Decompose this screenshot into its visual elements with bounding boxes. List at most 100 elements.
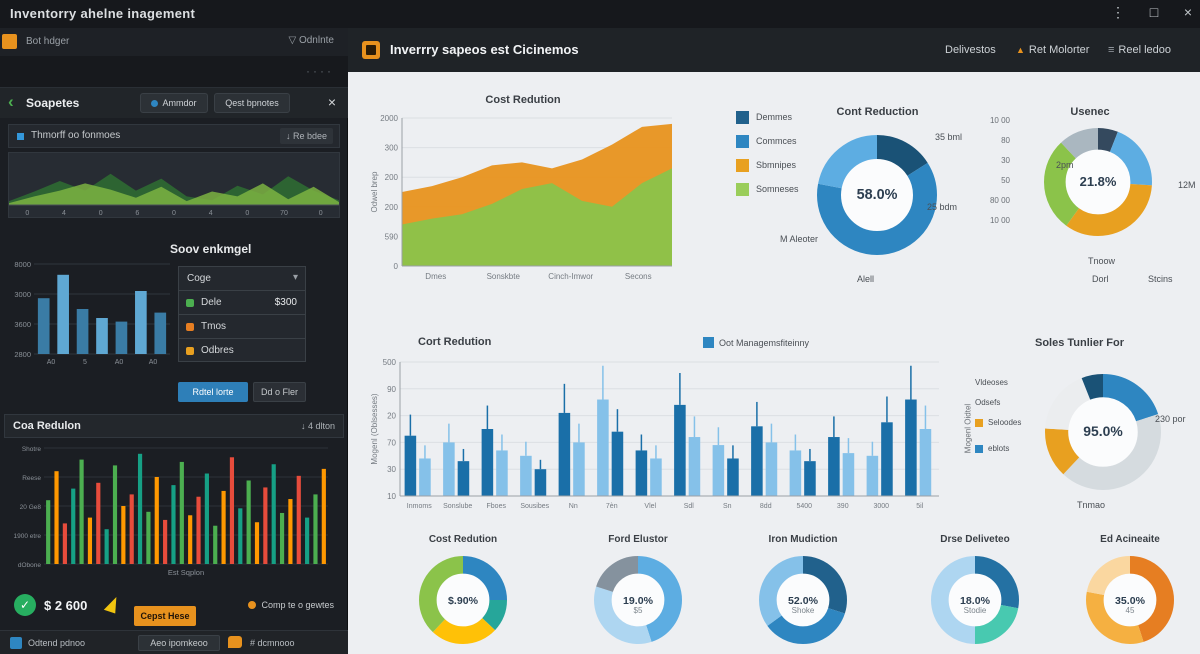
svg-text:Mogenl (Oblsesses): Mogenl (Oblsesses): [370, 393, 379, 464]
online-status[interactable]: ▽ Odnlnte: [288, 35, 334, 46]
nav-ret-molorter[interactable]: ▲ Ret Molorter: [1016, 44, 1089, 56]
download-icon: ↓: [285, 131, 291, 141]
svg-text:Sonskbte: Sonskbte: [487, 272, 521, 281]
cont-reduction-donut-card: Cont Reduction 58.0% 35 bml 25 bdm M Ale…: [775, 100, 980, 312]
primary-action-button[interactable]: Rdtel lorte: [178, 382, 248, 402]
item-icon: [975, 445, 983, 453]
svg-text:Odwel brep: Odwel brep: [370, 171, 379, 212]
donut-title: Iron Mudiction: [768, 534, 838, 545]
nav-reel-ledoo[interactable]: ≡ Reel ledoo: [1108, 44, 1171, 56]
sidebar-strip: ····: [0, 56, 348, 88]
bottom-donut: 19.0% $5: [592, 554, 684, 646]
window-maximize-icon[interactable]: □: [1149, 4, 1159, 20]
footer-right[interactable]: Comp te o gewtes: [248, 600, 334, 610]
filter-row[interactable]: Thmorff oo fonmoes ↓ Re bdee: [8, 124, 340, 148]
bottombar-button[interactable]: Aeo ipomkeoo: [138, 635, 220, 651]
cost-section-header: Coa Redulon ↓ 4 dlton: [4, 414, 344, 438]
svg-text:5: 5: [83, 359, 87, 366]
warning-icon: ▲: [1016, 45, 1025, 55]
bottombar-label: Odtend pdnoo: [28, 638, 86, 648]
mountain-chart: 0 4 0 6 0 4 0 70 0: [8, 152, 340, 218]
svg-text:Secons: Secons: [625, 272, 652, 281]
svg-text:0: 0: [319, 210, 323, 217]
tick: 10 00: [989, 116, 1010, 125]
usenec-donut-card: Usenec 10 00 80 30 50 80 00 10 00 21.8% …: [980, 98, 1198, 306]
window-titlebar: Inventorry ahelne inagement ⋮ □ ×: [0, 0, 1200, 28]
svg-text:390: 390: [837, 503, 849, 510]
item-label: Dele: [201, 297, 222, 308]
svg-text:Shotre: Shotre: [22, 446, 42, 453]
svg-text:Inmoms: Inmoms: [407, 503, 432, 510]
panel-close-icon[interactable]: ×: [327, 94, 336, 110]
blue-square-icon: [10, 637, 22, 649]
section-title: Soov enkmgel: [170, 242, 252, 256]
window-close-icon[interactable]: ×: [1183, 4, 1193, 20]
svg-text:18.0%: 18.0%: [960, 595, 991, 607]
tick: 80 00: [989, 196, 1010, 205]
cost-section-action[interactable]: ↓ 4 dlton: [301, 421, 335, 431]
drag-dots-icon[interactable]: ····: [306, 64, 334, 78]
svg-text:7èn: 7èn: [606, 503, 618, 510]
item-label: Tmos: [201, 321, 226, 332]
panel-title: Soapetes: [26, 96, 80, 110]
tick: 50: [1001, 176, 1010, 185]
area-chart-title: Cost Redution: [485, 94, 561, 106]
cost-reduction-area-chart: 2000 300 200 200 590 0 Dmes Sonskbte Cinch-Imwor…: [368, 112, 678, 284]
qest-button[interactable]: Qest bpnotes: [214, 93, 290, 113]
svg-text:A0: A0: [149, 359, 158, 366]
filter-action-label: Re bdee: [292, 131, 327, 141]
mini-bar-chart: 8000 3000 3600 2800 A0 5 A0 A0: [4, 260, 172, 366]
svg-text:30: 30: [387, 465, 396, 474]
back-icon[interactable]: ‹: [8, 92, 14, 111]
svg-text:20 Ge8: 20 Ge8: [20, 504, 42, 511]
panel-header: ‹ Soapetes Ammdor Qest bpnotes ×: [0, 88, 348, 118]
svg-text:95.0%: 95.0%: [1083, 423, 1122, 439]
donut-label: Alell: [857, 274, 875, 284]
bottom-donut-card: Iron Mudiction 52.0% Shoke: [728, 532, 878, 654]
tick: 10 00: [989, 216, 1010, 225]
svg-text:Vlel: Vlel: [644, 503, 656, 510]
donut-label: Tnmao: [1077, 500, 1106, 510]
sales-donut-items: Vldeoses Odsefs Seloodes eblots: [975, 376, 1045, 462]
cta-button[interactable]: Cepst Hese: [134, 606, 196, 626]
svg-text:45: 45: [1126, 606, 1135, 615]
svg-text:3000: 3000: [14, 290, 31, 299]
sales-donut-card: Soles Tunlier For Mogenl Oidtel Vldeoses…: [955, 332, 1200, 524]
legend-label: Sbmnipes: [756, 160, 797, 170]
menu-item-odbres[interactable]: Odbres: [179, 339, 305, 363]
item-label: eblots: [988, 444, 1010, 453]
chevron-down-icon: ▾: [292, 272, 298, 283]
window-menu-icon[interactable]: ⋮: [1111, 4, 1125, 20]
donut-label: 25 bdm: [927, 202, 958, 212]
menu-dropdown[interactable]: Coge ▾: [179, 267, 305, 291]
list-item: Seloodes: [975, 416, 1045, 436]
menu-item-dele[interactable]: Dele $300: [179, 291, 305, 315]
ammdor-button[interactable]: Ammdor: [140, 93, 208, 113]
svg-text:300: 300: [385, 144, 399, 153]
svg-text:70: 70: [387, 438, 396, 447]
svg-text:Sousibes: Sousibes: [520, 503, 549, 510]
item-label: Odsefs: [975, 398, 1001, 407]
svg-text:$.90%: $.90%: [448, 595, 479, 607]
user-label: Bot hdger: [26, 36, 70, 47]
cost-section-action-label: 4 dlton: [307, 421, 335, 431]
svg-text:90: 90: [387, 385, 396, 394]
cort-redution-bar-card: Cort Redution Oot Managemsfiteinny 500 90…: [368, 336, 943, 521]
menu-item-tmos[interactable]: Tmos: [179, 315, 305, 339]
dashboard-title: Inverrry sapeos est Cicinemos: [390, 42, 579, 57]
tick: 30: [1001, 156, 1010, 165]
orange-dot-icon: [248, 601, 257, 609]
sidebar-userbar: Bot hdger ▽ Odnlnte: [0, 28, 348, 56]
filter-action-button[interactable]: ↓ Re bdee: [279, 128, 333, 144]
nav-delivestos[interactable]: Delivestos: [945, 44, 996, 56]
amount-value: $ 2 600: [44, 598, 88, 613]
legend-item: Somneses: [736, 180, 836, 204]
chat-icon[interactable]: [228, 636, 242, 648]
sidebar-footer: ✓ $ 2 600 Comp te o gewtes: [0, 584, 348, 628]
dashboard: Inverrry sapeos est Cicinemos Delivestos…: [348, 28, 1200, 654]
filter-label: Thmorff oo fonmoes: [31, 130, 121, 141]
svg-text:Sonslube: Sonslube: [443, 503, 472, 510]
svg-text:5il: 5il: [916, 503, 923, 510]
secondary-action-button[interactable]: Dd o Fler: [253, 382, 306, 402]
svg-text:Sn: Sn: [723, 503, 732, 510]
